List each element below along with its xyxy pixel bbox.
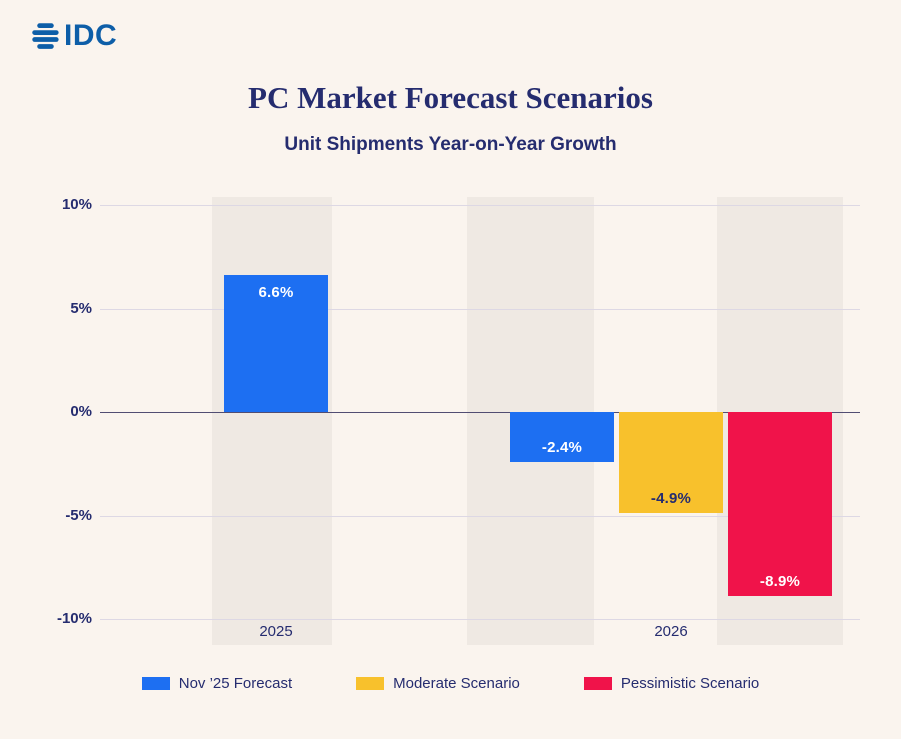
gridline xyxy=(100,205,860,206)
idc-logo: IDC xyxy=(30,20,117,51)
idc-logo-text: IDC xyxy=(64,18,118,52)
y-tick-label: 10% xyxy=(61,196,92,213)
y-tick-label: 0% xyxy=(70,403,92,420)
gridline xyxy=(100,309,860,310)
legend-swatch xyxy=(141,677,170,690)
x-tick-label: 2026 xyxy=(654,623,688,640)
bottom-strip xyxy=(0,739,901,751)
legend-item: Pessimistic Scenario xyxy=(583,675,760,692)
background-band xyxy=(212,197,332,645)
legend-item: Moderate Scenario xyxy=(356,675,520,692)
y-tick-label: 5% xyxy=(70,300,92,317)
zero-gridline xyxy=(100,412,860,413)
legend-label: Nov ’25 Forecast xyxy=(178,675,293,692)
gridline xyxy=(100,619,860,620)
bar-value-label: 6.6% xyxy=(258,284,294,301)
bar-2026-series-0: -2.4% xyxy=(510,412,614,462)
x-tick-label: 2025 xyxy=(259,623,293,640)
bar-2026-series-2: -8.9% xyxy=(728,412,832,596)
legend-item: Nov ’25 Forecast xyxy=(141,675,293,692)
legend-swatch xyxy=(583,677,612,690)
bar-value-label: -4.9% xyxy=(650,490,692,507)
legend-label: Pessimistic Scenario xyxy=(620,675,760,692)
chart-subtitle: Unit Shipments Year-on-Year Growth xyxy=(284,134,617,155)
bar-value-label: -8.9% xyxy=(759,573,801,590)
gridline xyxy=(100,516,860,517)
idc-logo-icon xyxy=(32,23,59,49)
legend-label: Moderate Scenario xyxy=(393,675,520,692)
legend: Nov ’25 Forecast Moderate Scenario Pessimi… xyxy=(0,675,901,692)
plot-area: 10% 5% 0% -5% -10% 6.6% 2025 -2.4% -4.9% -8.9% 202… xyxy=(57,196,860,645)
y-tick-label: -5% xyxy=(65,507,92,524)
bar-2026-series-1: -4.9% xyxy=(619,412,723,513)
bar-2025-series-0: 6.6% xyxy=(224,275,328,412)
y-tick-label: -10% xyxy=(56,610,92,627)
legend-swatch xyxy=(356,677,385,690)
chart-title: PC Market Forecast Scenarios xyxy=(248,80,653,115)
bar-value-label: -2.4% xyxy=(541,439,583,456)
